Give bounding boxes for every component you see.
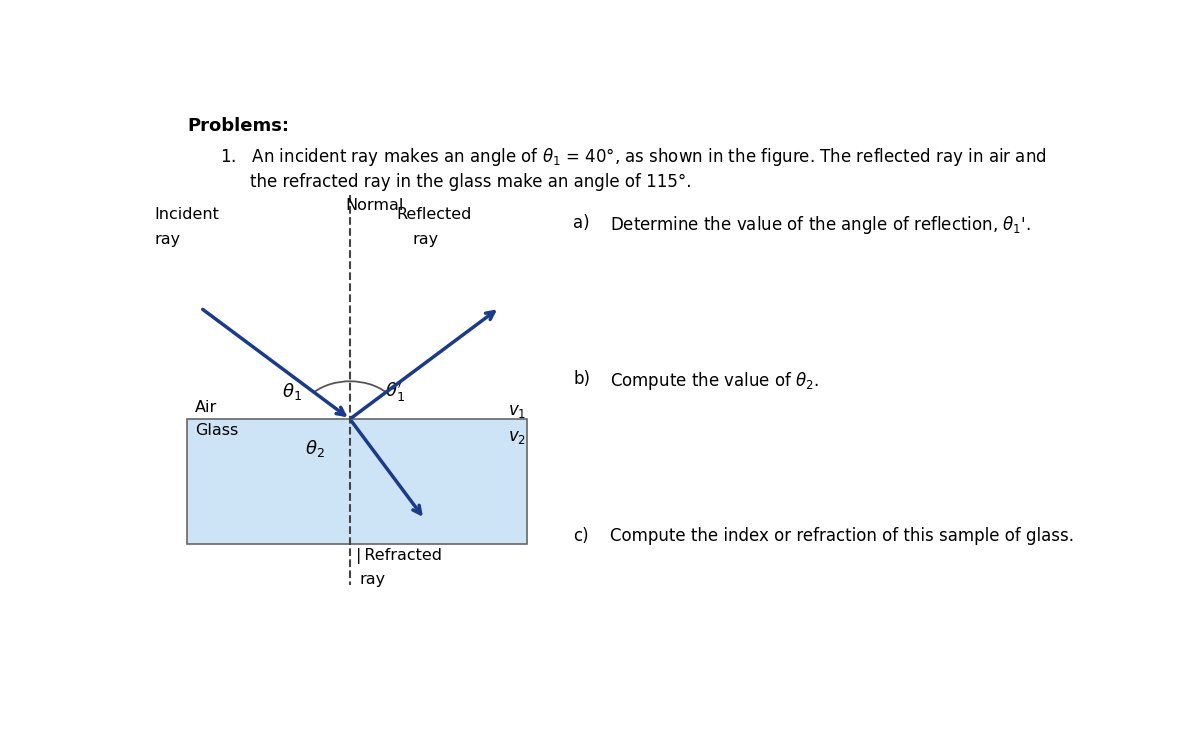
Text: ❘Refracted: ❘Refracted [352, 548, 443, 564]
Text: Normal: Normal [346, 198, 403, 213]
Text: ray: ray [359, 572, 385, 587]
Text: $\theta_1$: $\theta_1$ [282, 381, 302, 402]
Text: Problems:: Problems: [187, 117, 289, 134]
Text: Air: Air [194, 400, 217, 415]
Bar [187, 419, 527, 544]
Text: Incident: Incident [155, 207, 220, 222]
Text: Determine the value of the angle of reflection, $\theta_1$'.: Determine the value of the angle of refl… [611, 214, 1031, 236]
Text: ray: ray [413, 232, 438, 247]
Text: $v_2$: $v_2$ [508, 428, 526, 445]
Text: Compute the index or refraction of this sample of glass.: Compute the index or refraction of this … [611, 527, 1074, 544]
Text: Compute the value of $\theta_2$.: Compute the value of $\theta_2$. [611, 370, 820, 392]
Text: ray: ray [155, 232, 181, 247]
Text: Reflected: Reflected [396, 207, 472, 222]
Text: $v_1$: $v_1$ [508, 402, 527, 421]
Text: c): c) [574, 527, 589, 544]
Text: $\theta_1'$: $\theta_1'$ [385, 380, 404, 404]
Text: the refracted ray in the glass make an angle of 115°.: the refracted ray in the glass make an a… [251, 173, 692, 191]
Text: $\theta_2$: $\theta_2$ [305, 438, 324, 458]
Text: a): a) [574, 214, 589, 232]
Text: b): b) [574, 370, 590, 387]
Text: Glass: Glass [194, 423, 238, 438]
Text: 1.   An incident ray makes an angle of $\theta_1$ = 40°, as shown in the figure.: 1. An incident ray makes an angle of $\t… [220, 146, 1046, 168]
